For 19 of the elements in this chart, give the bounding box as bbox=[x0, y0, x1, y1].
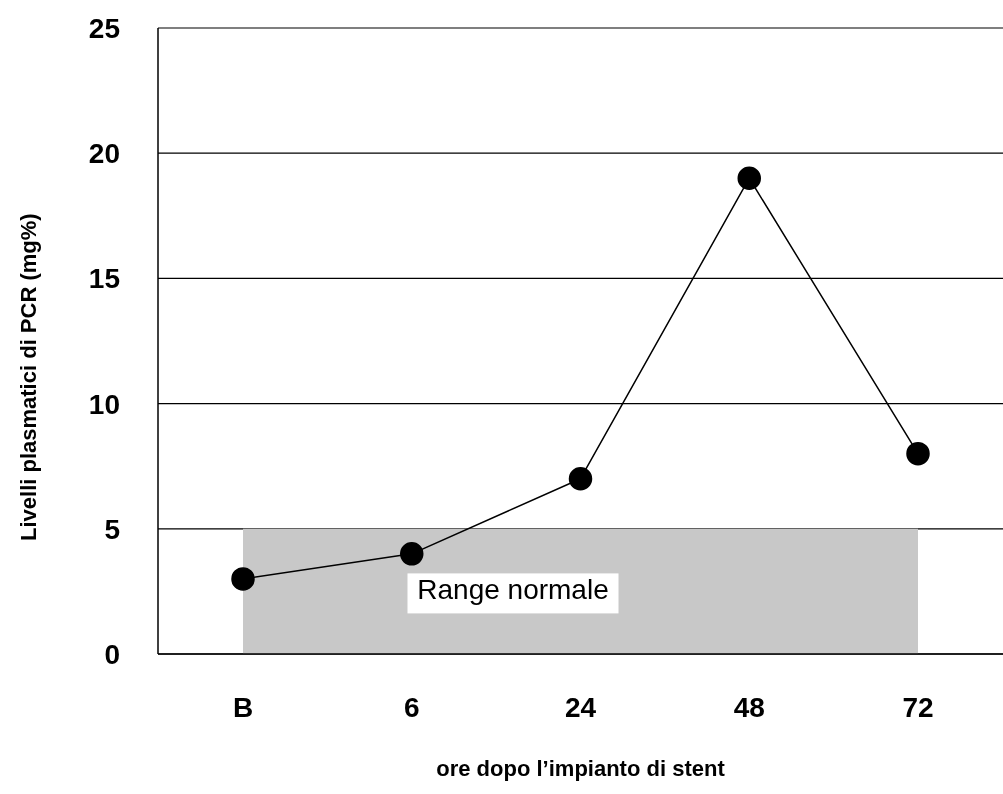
x-tick-label: 72 bbox=[902, 691, 934, 723]
point bbox=[231, 567, 255, 591]
y-tick-label: 10 bbox=[88, 388, 120, 420]
point bbox=[906, 441, 930, 466]
x-tick-label: 6 bbox=[403, 691, 420, 723]
y-tick-label: 25 bbox=[88, 12, 120, 44]
band-label: Range normale bbox=[417, 574, 609, 606]
y-axis-title: Livelli plasmatici di PCR (mg%) bbox=[15, 213, 41, 541]
point bbox=[568, 466, 593, 491]
x-tick-label: 24 bbox=[564, 691, 597, 723]
x-axis-title: ore dopo l’impianto di stent bbox=[436, 756, 726, 781]
point bbox=[400, 542, 424, 566]
y-tick-label: 15 bbox=[88, 263, 120, 295]
x-tick-label: B bbox=[232, 691, 254, 723]
point bbox=[737, 166, 761, 190]
x-tick-label: 48 bbox=[733, 691, 765, 723]
y-tick-label: 0 bbox=[104, 638, 120, 670]
y-tick-label: 5 bbox=[104, 513, 120, 545]
y-tick-label: 20 bbox=[88, 138, 120, 170]
